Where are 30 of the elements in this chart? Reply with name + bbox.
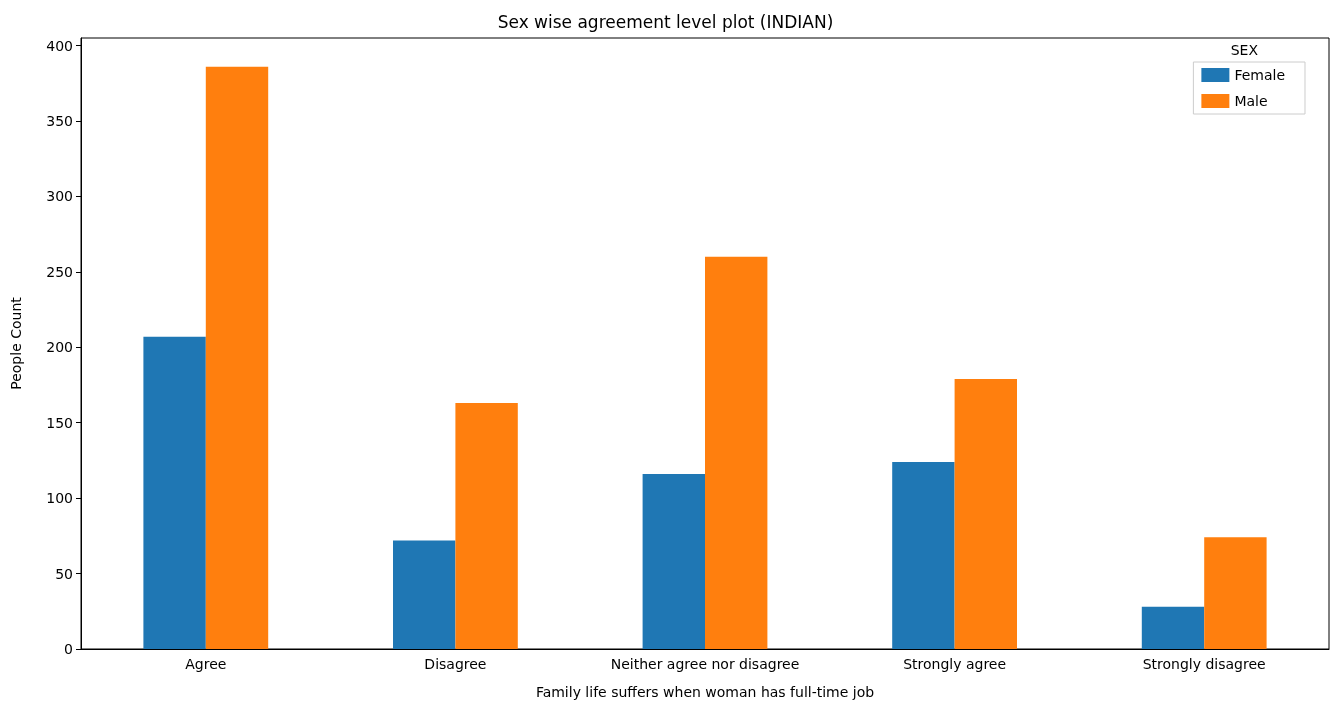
y-axis-title: People Count	[8, 296, 24, 390]
legend-label: Female	[1234, 67, 1285, 83]
y-tick-label: 100	[46, 490, 73, 507]
x-tick-label: Strongly disagree	[1142, 656, 1266, 672]
y-tick-label: 0	[64, 641, 73, 657]
bar	[1204, 537, 1267, 649]
bar	[705, 256, 768, 649]
x-tick-label: Strongly agree	[903, 656, 1007, 672]
bar	[892, 461, 955, 649]
bar	[143, 336, 206, 649]
bar	[455, 403, 518, 649]
legend-title: SEX	[1230, 42, 1259, 58]
x-axis-title: Family life suffers when woman has full-time job	[535, 684, 875, 700]
bar	[205, 66, 269, 649]
legend-label: Male	[1234, 93, 1268, 109]
x-tick-label: Neither agree nor disagree	[610, 656, 800, 672]
y-tick-label: 200	[46, 339, 73, 356]
y-tick-label: 250	[46, 263, 73, 280]
y-tick-label: 400	[46, 37, 73, 54]
y-tick-label: 300	[46, 188, 73, 205]
bar	[642, 474, 705, 649]
y-tick-label: 50	[55, 565, 73, 582]
bar	[393, 540, 456, 649]
x-tick-label: Disagree	[424, 656, 487, 672]
y-tick-label: 350	[46, 112, 73, 129]
bar	[1141, 606, 1205, 649]
y-tick-label: 150	[46, 414, 73, 431]
x-tick-label: Agree	[185, 656, 227, 672]
bar	[954, 378, 1017, 649]
chart-title: Sex wise agreement level plot (INDIAN)	[497, 11, 834, 32]
